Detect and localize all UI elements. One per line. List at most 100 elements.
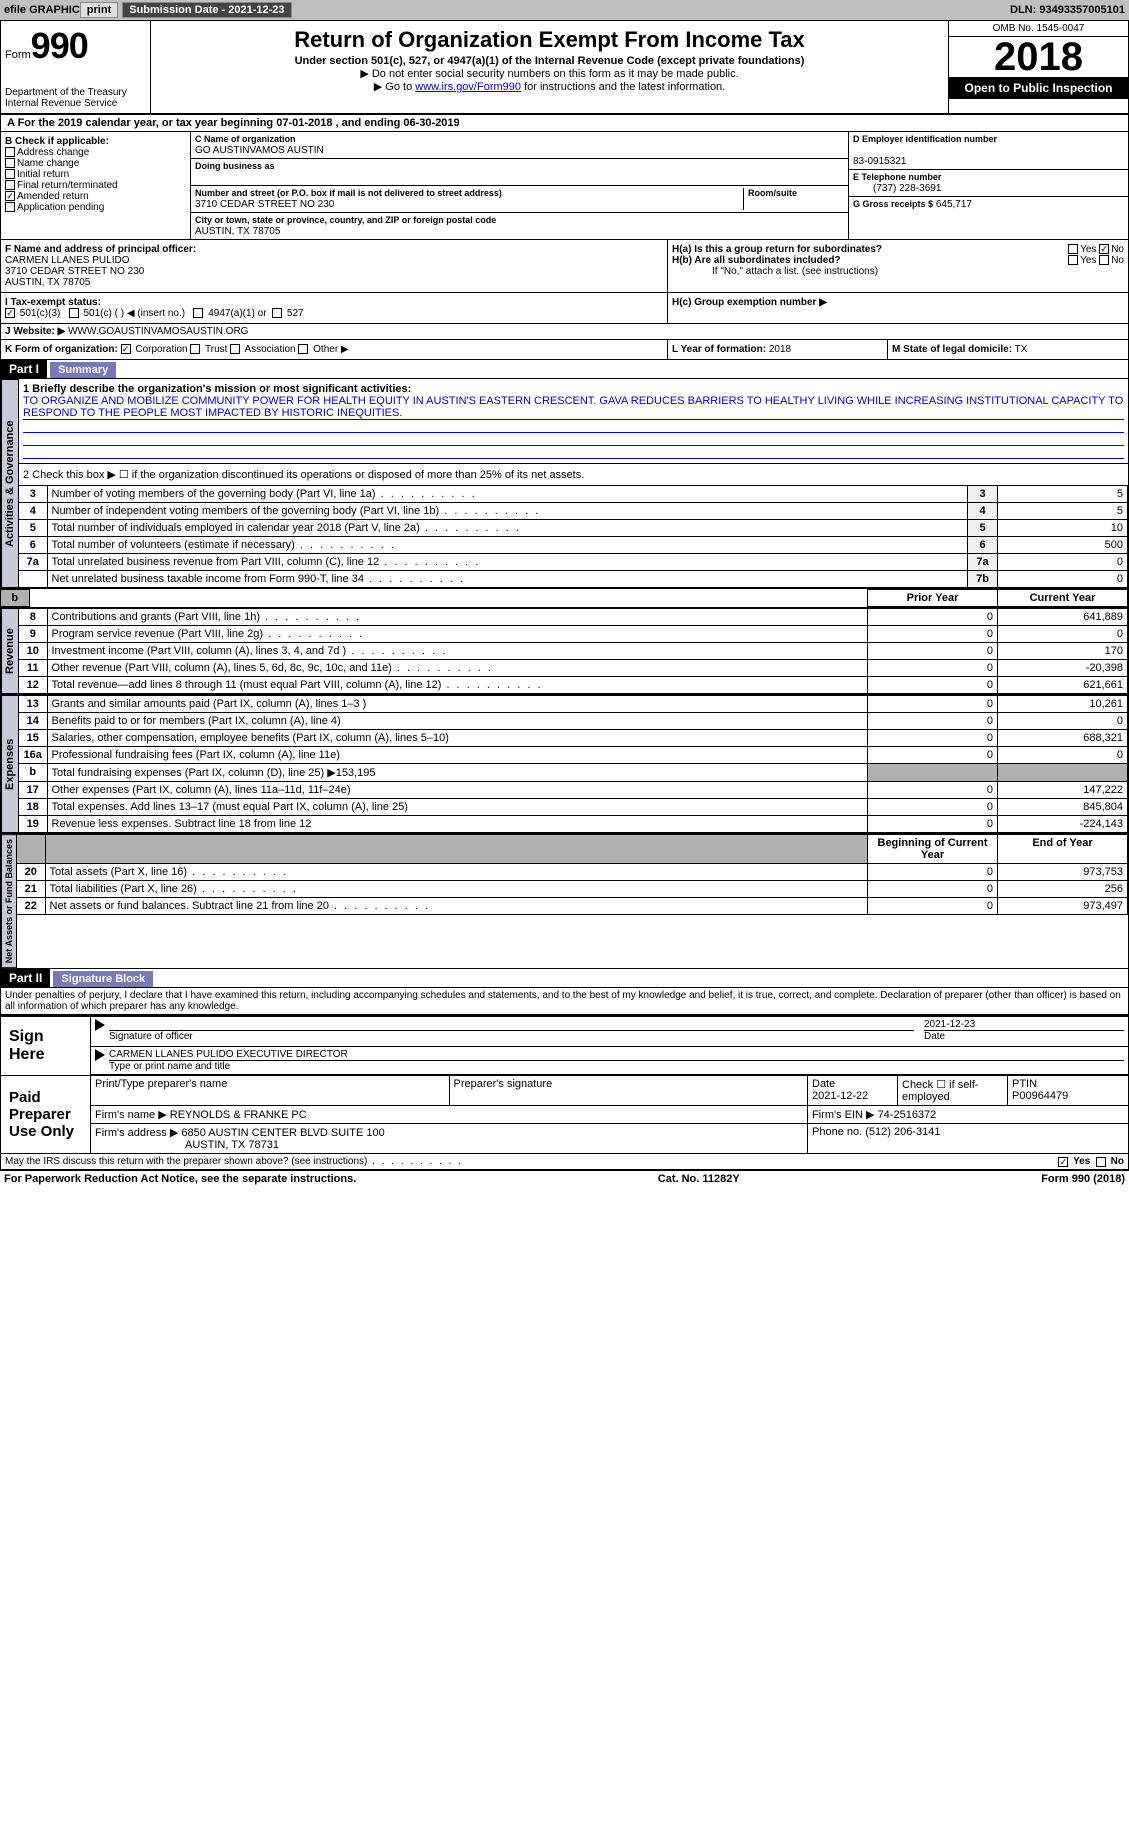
chk-discuss-no[interactable] [1096,1157,1106,1167]
footer-left: For Paperwork Reduction Act Notice, see … [4,1173,356,1185]
ha-yes: Yes [1080,244,1096,255]
hb-note: If "No," attach a list. (see instruction… [672,266,1124,277]
section-b-heading: B Check if applicable: [5,136,186,147]
sign-here-label: Sign Here [1,1017,91,1075]
website-label: J Website: ▶ [5,326,65,337]
dln-label: DLN: 93493357005101 [1010,4,1125,16]
chk-final-return[interactable] [5,180,15,190]
prep-sig-label: Preparer's signature [450,1076,809,1105]
hb-no: No [1111,255,1124,266]
arrow2-pre: ▶ Go to [374,81,415,93]
chk-ha-yes[interactable] [1068,244,1078,254]
chk-assoc[interactable] [230,344,240,354]
form990-link[interactable]: www.irs.gov/Form990 [415,81,521,93]
firm-addr1: 6850 AUSTIN CENTER BLVD SUITE 100 [181,1127,384,1139]
sign-arrow-icon [95,1019,105,1031]
room-label: Room/suite [748,188,797,198]
print-button[interactable]: print [80,2,118,18]
chk-corp[interactable] [121,344,131,354]
chk-discuss-yes[interactable] [1058,1157,1068,1167]
firm-phone-label: Phone no. [812,1126,862,1138]
ptin-label: PTIN [1012,1078,1037,1090]
lbl-amended-return: Amended return [17,191,89,202]
lbl-application-pending: Application pending [17,202,104,213]
mission-text: TO ORGANIZE AND MOBILIZE COMMUNITY POWER… [23,395,1124,420]
footer-mid: Cat. No. 11282Y [658,1173,740,1185]
hb-label: H(b) Are all subordinates included? [672,255,841,266]
chk-527[interactable] [272,308,282,318]
chk-other[interactable] [298,344,308,354]
opt-other: Other ▶ [313,344,348,355]
firm-name-label: Firm's name ▶ [95,1109,167,1121]
domicile-label: M State of legal domicile: [892,344,1012,355]
ptin-value: P00964479 [1012,1090,1068,1102]
officer-name: CARMEN LLANES PULIDO [5,255,129,266]
form-word: Form [5,49,31,61]
vtab-expenses: Expenses [1,695,19,833]
dba-label: Doing business as [195,161,275,171]
org-name-label: C Name of organization [195,134,296,144]
chk-trust[interactable] [190,344,200,354]
lbl-address-change: Address change [17,147,89,158]
phone-value: (737) 228-3691 [853,183,941,194]
org-name: GO AUSTINVAMOS AUSTIN [195,145,324,156]
year-form-label: L Year of formation: [672,344,766,355]
website-value: WWW.GOAUSTINVAMOSAUSTIN.ORG [68,326,248,337]
chk-hb-yes[interactable] [1068,255,1078,265]
hdr-prior-year: Prior Year [868,590,998,607]
chk-amended-return[interactable] [5,191,15,201]
prep-date: 2021-12-22 [812,1090,868,1102]
penalty-text: Under penalties of perjury, I declare th… [0,988,1129,1015]
chk-address-change[interactable] [5,147,15,157]
part-ii-tag: Part II [1,969,50,987]
opt-501c3: 501(c)(3) [20,308,61,319]
chk-4947[interactable] [193,308,203,318]
governance-table: 3Number of voting members of the governi… [19,485,1128,588]
year-form-value: 2018 [769,344,791,355]
lbl-initial-return: Initial return [17,169,69,180]
addr-label: Number and street (or P.O. box if mail i… [195,188,502,198]
chk-hb-no[interactable] [1099,255,1109,265]
hdr-end-year: End of Year [998,835,1128,864]
dept-label: Department of the Treasury [5,87,146,98]
sig-label: Signature of officer [95,1031,924,1042]
tax-year: 2018 [949,37,1128,77]
opt-4947: 4947(a)(1) or [208,308,266,319]
arrow2-post: for instructions and the latest informat… [521,81,725,93]
chk-501c3[interactable] [5,308,15,318]
vtab-revenue: Revenue [1,608,19,694]
officer-addr1: 3710 CEDAR STREET NO 230 [5,266,144,277]
hc-label: H(c) Group exemption number ▶ [672,297,827,308]
part-ii-title: Signature Block [53,971,153,987]
org-address: 3710 CEDAR STREET NO 230 [195,199,334,210]
form-number: 990 [31,25,88,66]
irs-label: Internal Revenue Service [5,98,146,109]
discuss-yes: Yes [1073,1156,1090,1167]
officer-addr2: AUSTIN, TX 78705 [5,277,90,288]
phone-label: E Telephone number [853,172,941,182]
chk-initial-return[interactable] [5,169,15,179]
city-label: City or town, state or province, country… [195,215,496,225]
firm-ein-label: Firm's EIN ▶ [812,1109,875,1121]
period-pre: A For the 2019 calendar year, or tax yea… [7,117,276,129]
chk-501c[interactable] [69,308,79,318]
vtab-governance: Activities & Governance [1,379,19,588]
opt-527: 527 [287,308,304,319]
part-i-tag: Part I [1,360,47,378]
chk-application-pending[interactable] [5,202,15,212]
period-line: A For the 2019 calendar year, or tax yea… [0,115,1129,132]
officer-label: F Name and address of principal officer: [5,244,196,255]
chk-name-change[interactable] [5,158,15,168]
period-end: 06-30-2019 [403,117,459,129]
prep-date-label: Date [812,1078,835,1090]
chk-ha-no[interactable] [1099,244,1109,254]
entity-block: B Check if applicable: Address change Na… [0,132,1129,240]
prep-name-label: Print/Type preparer's name [91,1076,450,1105]
hdr-begin-year: Beginning of Current Year [868,835,998,864]
ha-label: H(a) Is this a group return for subordin… [672,244,882,255]
period-mid: , and ending [336,117,404,129]
org-form-label: K Form of organization: [5,344,118,355]
vtab-netassets: Net Assets or Fund Balances [1,834,17,968]
hdr-current-year: Current Year [998,590,1128,607]
opt-501c: 501(c) ( ) ◀ (insert no.) [83,308,185,319]
